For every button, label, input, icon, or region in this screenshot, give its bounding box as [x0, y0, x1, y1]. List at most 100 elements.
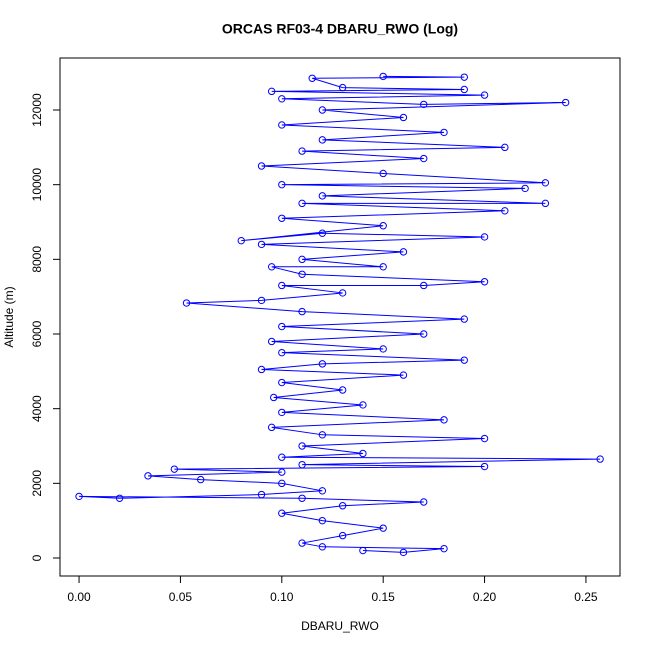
data-point [596, 455, 604, 463]
data-point [270, 393, 278, 402]
data-point [298, 539, 306, 547]
x-axis-label: DBARU_RWO [301, 619, 379, 633]
data-point [267, 87, 276, 96]
data-point [318, 543, 327, 551]
data-point [267, 423, 276, 432]
x-tick-label: 0.25 [574, 590, 598, 604]
data-line [79, 75, 601, 553]
data-point [75, 492, 83, 501]
data-point [170, 465, 179, 473]
data-point [399, 113, 408, 122]
data-point [278, 378, 286, 387]
data-point [318, 229, 327, 237]
y-tick-label: 12000 [30, 93, 44, 127]
x-tick-label: 0.20 [473, 590, 497, 604]
data-point [308, 74, 316, 82]
data-point [399, 548, 408, 557]
data-point [318, 431, 327, 439]
data-point [359, 449, 367, 458]
x-tick-label: 0.15 [372, 590, 396, 604]
data-point [267, 337, 276, 346]
data-point [267, 263, 276, 271]
data-point [278, 322, 286, 331]
data-point [257, 365, 266, 374]
data-point [278, 453, 286, 461]
data-point [501, 207, 509, 215]
y-tick-label: 2000 [30, 470, 44, 497]
data-point [278, 348, 286, 357]
y-tick-label: 8000 [30, 246, 44, 273]
data-point [278, 479, 286, 488]
data-point [182, 299, 191, 307]
data-point [318, 516, 327, 525]
data-point [561, 98, 570, 107]
data-point [420, 281, 428, 290]
y-tick-label: 0 [30, 554, 44, 561]
data-point [338, 502, 347, 510]
data-point [278, 95, 286, 103]
data-point [460, 315, 468, 323]
data-point [237, 236, 245, 245]
data-point [480, 278, 489, 286]
data-point [257, 296, 266, 305]
data-point [318, 106, 327, 114]
data-point [440, 416, 448, 424]
data-point [298, 460, 306, 469]
data-point [318, 360, 327, 368]
chart-title: ORCAS RF03-4 DBARU_RWO (Log) [222, 21, 458, 37]
data-point [144, 472, 152, 480]
data-point [379, 524, 387, 532]
data-point [460, 356, 468, 364]
data-point [379, 72, 387, 81]
data-point [278, 180, 286, 189]
data-point [541, 199, 550, 208]
data-point [460, 73, 468, 81]
data-point [257, 162, 266, 170]
y-tick-label: 10000 [30, 168, 44, 202]
data-point [278, 468, 286, 476]
data-point [501, 143, 509, 152]
data-point [399, 371, 408, 379]
data-point [359, 401, 367, 409]
data-point [420, 100, 428, 109]
data-point [318, 192, 327, 200]
data-point [115, 494, 124, 502]
data-point [338, 289, 347, 297]
data-point [379, 345, 387, 353]
data-point [480, 434, 489, 443]
data-point [298, 442, 306, 450]
data-point [541, 179, 550, 187]
data-point [480, 233, 489, 241]
data-point [359, 546, 367, 555]
data-point [278, 509, 286, 517]
data-point [278, 214, 286, 222]
data-point [420, 498, 428, 506]
data-point [480, 462, 489, 471]
data-point [338, 531, 347, 540]
data-point [480, 91, 489, 99]
y-axis-label: Altitude (m) [2, 286, 16, 347]
data-point [399, 248, 408, 256]
data-point [379, 263, 387, 271]
data-point [278, 121, 286, 129]
data-point [460, 85, 468, 94]
data-point [278, 281, 286, 290]
data-point [338, 83, 347, 92]
data-point [318, 487, 327, 495]
data-point [298, 307, 306, 316]
data-point [298, 494, 306, 502]
data-point [298, 199, 306, 208]
x-tick-label: 0.05 [169, 590, 193, 604]
x-tick-label: 0.10 [270, 590, 294, 604]
data-point [420, 154, 428, 163]
x-tick-label: 0.00 [67, 590, 91, 604]
data-point [338, 386, 347, 394]
data-point [257, 490, 266, 499]
data-point [379, 222, 387, 230]
data-point [257, 240, 266, 249]
data-point [420, 330, 428, 338]
data-point [379, 169, 387, 178]
y-tick-label: 4000 [30, 395, 44, 422]
data-point [440, 544, 448, 553]
